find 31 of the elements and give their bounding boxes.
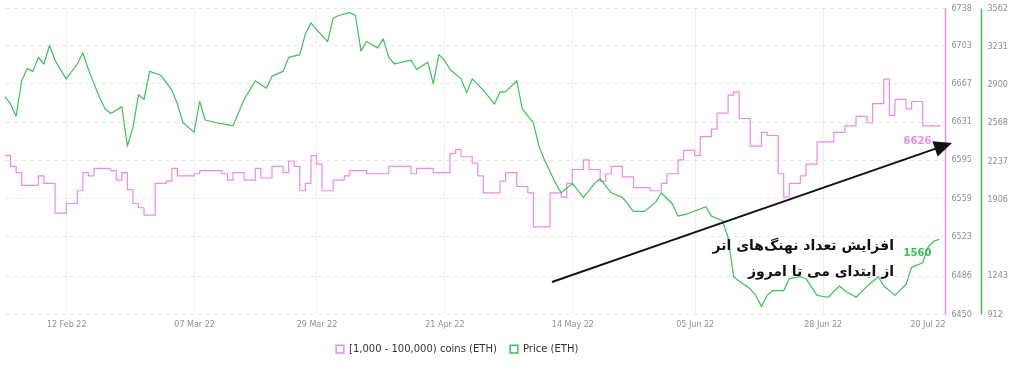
y-tick-label: 6450 <box>951 309 972 319</box>
data-label: 6626 <box>903 135 932 146</box>
legend-label: [1,000 - 100,000) coins (ETH) <box>349 343 497 355</box>
y-tick-label: 6703 <box>951 40 972 50</box>
x-tick-label: 20 Jul 22 <box>910 319 946 329</box>
legend-label: Price (ETH) <box>523 343 579 355</box>
y2-tick-label: 2900 <box>987 79 1008 89</box>
y-tick-label: 6667 <box>951 78 972 88</box>
y-tick-label: 6631 <box>951 117 972 127</box>
x-tick-label: 28 Jun 22 <box>804 319 843 329</box>
line-series <box>4 12 941 308</box>
y-tick-label: 6559 <box>951 193 972 203</box>
y2-tick-label: 1243 <box>987 271 1008 281</box>
x-tick-label: 05 Jun 22 <box>676 319 715 329</box>
y2-tick-label: 2568 <box>987 118 1008 128</box>
x-tick-label: 07 Mar 22 <box>174 319 215 329</box>
annotation: افزایش تعداد نهنگ‌های اتر <box>712 236 894 256</box>
x-tick-label: 14 May 22 <box>551 319 594 329</box>
y-tick-label: 6486 <box>951 271 972 281</box>
annotation: از ابتدای می تا امروز <box>746 262 894 282</box>
y2-tick-label: 2237 <box>987 156 1008 166</box>
y-tick-label: 6523 <box>951 231 972 241</box>
y-tick-label: 6738 <box>951 3 972 13</box>
x-tick-label: 29 Mar 22 <box>296 319 338 329</box>
y2-tick-label: 3231 <box>987 41 1008 51</box>
y-tick-label: 6595 <box>951 155 972 165</box>
x-tick-label: 12 Feb 22 <box>46 319 87 329</box>
y2-tick-label: 3562 <box>987 3 1008 13</box>
y2-tick-label: 1906 <box>987 194 1008 204</box>
y2-tick-label: 912 <box>987 309 1003 319</box>
x-tick-label: 21 Apr 22 <box>425 319 465 329</box>
